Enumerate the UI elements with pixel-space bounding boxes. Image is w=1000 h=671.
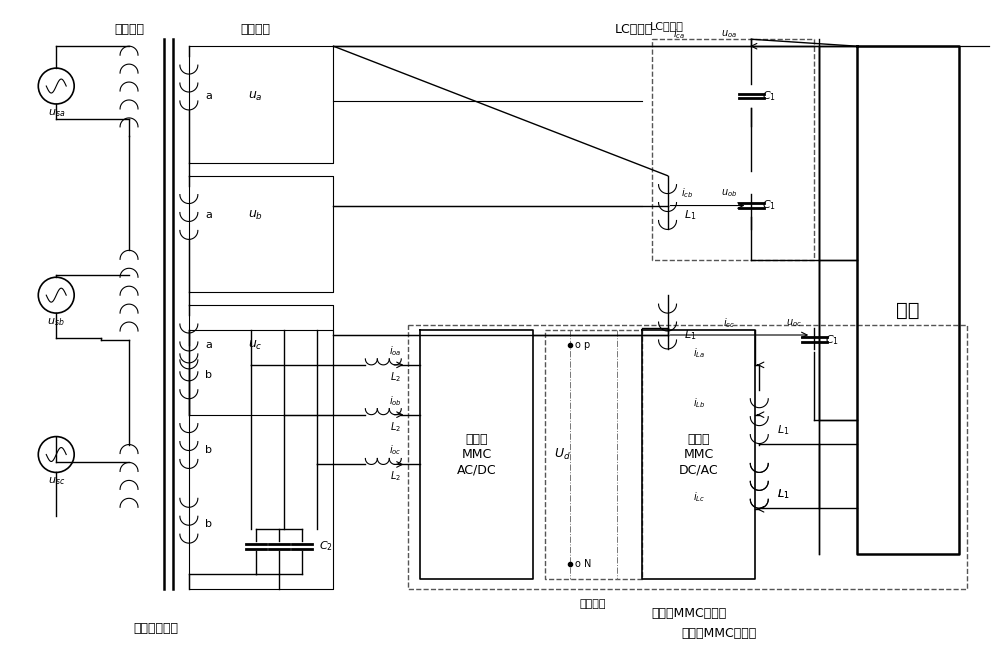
Text: $u_{sb}$: $u_{sb}$ [47, 316, 65, 328]
Text: $L_1$: $L_1$ [684, 328, 697, 342]
Text: o p: o p [575, 340, 590, 350]
Text: $C_2$: $C_2$ [319, 539, 332, 553]
Text: 直流端口: 直流端口 [580, 599, 606, 609]
Text: $C_1$: $C_1$ [762, 199, 776, 213]
Text: o N: o N [575, 559, 591, 569]
Text: $L_2$: $L_2$ [390, 370, 401, 384]
Text: b: b [205, 519, 212, 529]
Text: $u_{sa}$: $u_{sa}$ [48, 107, 65, 119]
Text: $u_b$: $u_b$ [248, 209, 263, 222]
Text: 混合型
MMC
AC/DC: 混合型 MMC AC/DC [457, 433, 496, 476]
Text: $u_{sc}$: $u_{sc}$ [48, 476, 65, 487]
Text: $U_d$: $U_d$ [554, 447, 571, 462]
Text: $i_{Lc}$: $i_{Lc}$ [693, 491, 706, 504]
Text: $L_1$: $L_1$ [777, 487, 790, 501]
Text: $L_1$: $L_1$ [684, 209, 697, 222]
Text: 混合型MMC变换器: 混合型MMC变换器 [652, 607, 727, 621]
Text: $u_{oa}$: $u_{oa}$ [721, 28, 737, 40]
Text: $u_c$: $u_c$ [248, 338, 263, 352]
Text: $i_{ca}$: $i_{ca}$ [673, 28, 686, 41]
Text: $u_{ob}$: $u_{ob}$ [721, 188, 738, 199]
Text: $C_1$: $C_1$ [825, 333, 839, 347]
Text: $L_1$: $L_1$ [777, 487, 790, 501]
Text: $i_{Lb}$: $i_{Lb}$ [693, 396, 706, 409]
Text: $L_1$: $L_1$ [777, 423, 790, 437]
Text: a: a [205, 340, 212, 350]
Text: $i_{La}$: $i_{La}$ [693, 346, 706, 360]
Text: 负载: 负载 [896, 301, 920, 319]
Text: $u_a$: $u_a$ [248, 89, 263, 103]
Text: $L_2$: $L_2$ [390, 420, 401, 433]
Text: 次级绕组: 次级绕组 [241, 23, 271, 36]
Text: b: b [205, 444, 212, 454]
Text: $i_{ob}$: $i_{ob}$ [389, 394, 402, 407]
Text: $L_2$: $L_2$ [390, 470, 401, 483]
Text: a: a [205, 211, 212, 221]
Text: $i_{cb}$: $i_{cb}$ [681, 187, 694, 201]
Text: LC滤波器: LC滤波器 [650, 21, 683, 32]
Text: $C_1$: $C_1$ [762, 89, 776, 103]
Text: 混合型
MMC
DC/AC: 混合型 MMC DC/AC [679, 433, 718, 476]
Text: 混合型MMC变换器: 混合型MMC变换器 [682, 627, 757, 640]
Text: $i_{oa}$: $i_{oa}$ [389, 344, 402, 358]
Text: b: b [205, 370, 212, 380]
Text: $i_{oc}$: $i_{oc}$ [389, 444, 402, 458]
Text: LC滤波器: LC滤波器 [615, 23, 653, 36]
Text: 多绕组变压器: 多绕组变压器 [133, 622, 178, 635]
Text: $i_{cc}$: $i_{cc}$ [723, 316, 735, 330]
Text: 初级绕组: 初级绕组 [114, 23, 144, 36]
Text: $u_{oc}$: $u_{oc}$ [786, 317, 802, 329]
Text: a: a [205, 91, 212, 101]
